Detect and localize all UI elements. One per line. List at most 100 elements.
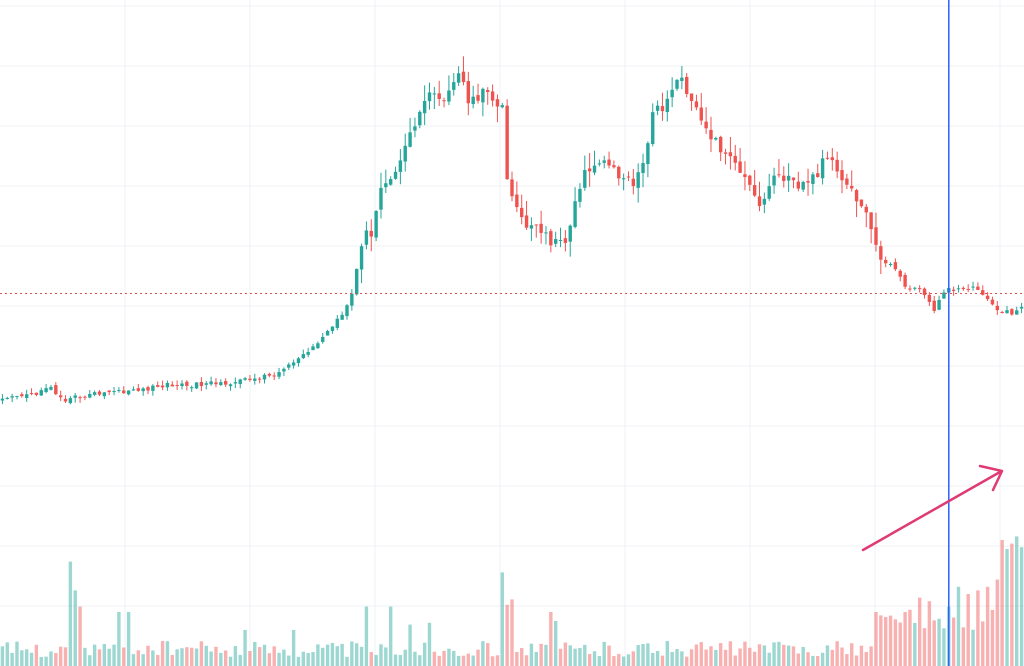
candle-body xyxy=(282,368,286,372)
volume-bar xyxy=(185,647,189,666)
candle-body xyxy=(330,326,335,331)
candle-body xyxy=(461,71,466,83)
candle-body xyxy=(743,174,747,178)
volume-bar xyxy=(655,650,660,666)
volume-bar xyxy=(359,646,364,666)
volume-bar xyxy=(422,642,427,666)
volume-bar xyxy=(209,651,213,666)
volume-bar xyxy=(243,630,247,666)
volume-bar xyxy=(660,655,665,666)
candle-body xyxy=(874,227,878,245)
candle-body xyxy=(73,395,77,398)
volume-bar xyxy=(510,599,514,666)
volume-bar xyxy=(534,651,538,666)
volume-bar xyxy=(58,646,63,666)
volume-bar xyxy=(418,655,422,666)
candle-body xyxy=(481,88,485,103)
candle-body xyxy=(311,346,315,351)
candle-body xyxy=(452,82,456,90)
volume-bar xyxy=(840,647,844,666)
candle-body xyxy=(267,373,272,376)
candle-body xyxy=(786,175,791,181)
volume-bar xyxy=(602,641,606,666)
candle-body xyxy=(287,364,291,368)
volume-bar xyxy=(966,594,970,666)
candle-body xyxy=(728,152,733,157)
volume-bar xyxy=(194,648,199,666)
volume-bar xyxy=(937,618,941,666)
volume-bar xyxy=(311,652,315,666)
volume-bar xyxy=(112,644,116,666)
volume-bar xyxy=(607,645,611,666)
candle-body xyxy=(694,101,699,108)
candle-body xyxy=(189,387,194,389)
volume-bar xyxy=(345,656,349,666)
candle-body xyxy=(816,173,820,178)
volume-bar xyxy=(573,648,577,666)
candle-body xyxy=(34,392,39,395)
volume-bar xyxy=(845,654,849,666)
candle-body xyxy=(58,395,63,398)
candle-body xyxy=(277,372,281,377)
volume-bar xyxy=(325,644,330,666)
candle-body xyxy=(350,293,354,306)
candle-body xyxy=(223,381,228,385)
volume-bar xyxy=(107,648,111,666)
candle-body xyxy=(83,396,87,398)
volume-bar xyxy=(330,642,335,666)
candle-body xyxy=(607,159,611,166)
volume-bar xyxy=(743,641,747,666)
candle-body xyxy=(165,382,170,388)
volume-bar xyxy=(583,644,587,666)
volume-bar xyxy=(961,627,966,666)
volume-bar xyxy=(985,586,990,666)
trend-arrow-annotation[interactable] xyxy=(861,464,1004,552)
candle-body xyxy=(850,185,854,189)
volume-bar xyxy=(204,645,208,666)
candle-body xyxy=(180,383,184,387)
volume-bar xyxy=(699,642,703,666)
candle-body xyxy=(655,105,660,111)
candle-body xyxy=(243,378,247,380)
volume-bar xyxy=(942,628,946,666)
volume-bar xyxy=(379,644,383,666)
candle-body xyxy=(990,299,995,305)
volume-bar xyxy=(466,653,471,666)
volume-bar xyxy=(321,647,325,666)
candle-body xyxy=(97,391,102,395)
candle-body xyxy=(811,174,815,184)
candles xyxy=(0,56,1024,405)
volume-bar xyxy=(641,644,645,666)
candle-body xyxy=(54,385,58,395)
candle-body xyxy=(44,388,48,393)
volume-bar xyxy=(578,647,582,666)
candle-body xyxy=(893,262,898,270)
volume-bar xyxy=(350,641,354,666)
volume-bar xyxy=(1005,549,1009,666)
candle-body xyxy=(587,168,592,172)
volume-bar xyxy=(156,654,160,666)
volume-bar xyxy=(122,647,126,666)
candle-body xyxy=(1000,311,1004,313)
candle-body xyxy=(495,99,500,107)
volume-bar xyxy=(752,651,757,666)
candle-body xyxy=(393,171,398,179)
volume-bar xyxy=(529,643,534,666)
volume-bar xyxy=(898,622,902,666)
volume-bar xyxy=(990,609,995,666)
candle-body xyxy=(961,287,966,290)
volume-bar xyxy=(859,645,864,666)
candle-body xyxy=(553,239,558,244)
volume-bar xyxy=(888,615,893,666)
volume-bar xyxy=(131,654,136,666)
volume-bar xyxy=(515,651,519,666)
candle-body xyxy=(471,96,475,105)
volume-bar xyxy=(869,646,873,666)
volume-bar xyxy=(685,656,689,666)
volume-bar xyxy=(432,651,437,666)
candle-body xyxy=(5,397,9,399)
candle-body xyxy=(78,397,82,399)
candle-body xyxy=(257,378,262,380)
candle-body xyxy=(253,378,257,381)
candle-body xyxy=(549,231,553,246)
